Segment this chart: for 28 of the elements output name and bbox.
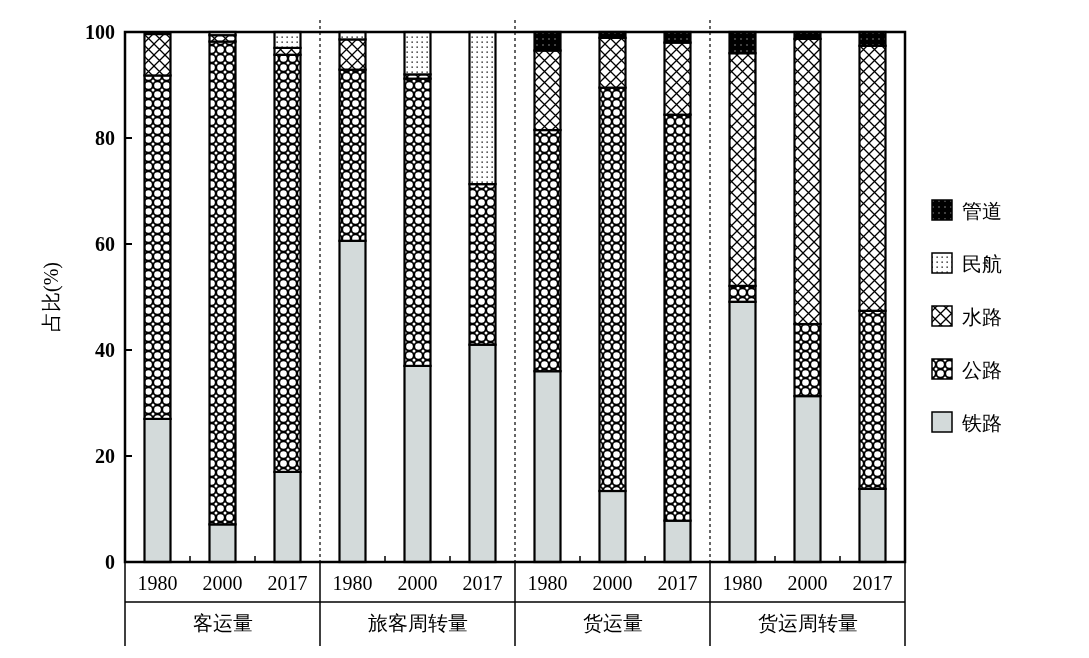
y-tick-label: 60 — [95, 233, 115, 255]
text: 旅客周转量 — [367, 612, 468, 634]
y-tick-label: 0 — [105, 551, 115, 573]
y-tick-label: 100 — [85, 21, 115, 43]
y-tick-label: 20 — [95, 445, 115, 467]
x-tick-label: 1980 — [527, 572, 568, 594]
x-tick-label: 2017 — [852, 572, 893, 594]
x-tick-label: 2000 — [202, 572, 243, 594]
x-tick-label: 1980 — [722, 572, 763, 594]
x-tick-label: 2017 — [462, 572, 503, 594]
x-tick-label: 2017 — [657, 572, 698, 594]
text: 货运周转量 — [757, 612, 858, 634]
text: 货运量 — [582, 612, 643, 634]
legend-label: 民航 — [962, 253, 1002, 275]
text: 客运量 — [192, 612, 253, 634]
y-tick-label: 80 — [95, 127, 115, 149]
x-tick-label: 1980 — [332, 572, 373, 594]
x-tick-label: 2017 — [267, 572, 308, 594]
y-tick-label: 40 — [95, 339, 115, 361]
legend-label: 公路 — [962, 359, 1002, 381]
legend-label: 管道 — [962, 200, 1002, 222]
y-axis-title: 占比(%) — [40, 262, 63, 332]
x-tick-label: 1980 — [137, 572, 178, 594]
legend-label: 水路 — [962, 306, 1002, 328]
x-tick-label: 2000 — [787, 572, 828, 594]
x-tick-label: 2000 — [592, 572, 633, 594]
legend-label: 铁路 — [961, 412, 1002, 434]
x-tick-label: 2000 — [397, 572, 438, 594]
